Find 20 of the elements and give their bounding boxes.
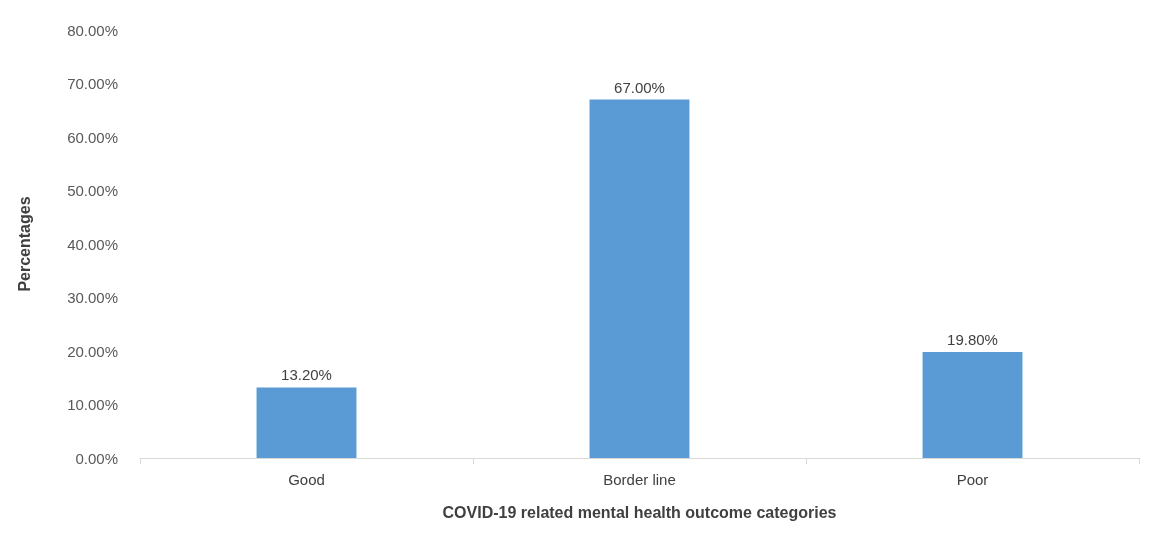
data-label: 67.00% [614,78,665,96]
x-tick-label: Border line [603,471,676,488]
x-tick-label: Poor [956,471,989,488]
y-tick-label: 70.00% [67,75,118,92]
y-tick-label: 0.00% [75,449,118,467]
bar [589,99,690,458]
y-tick-label: 50.00% [67,182,118,199]
x-axis-title: COVID-19 related mental health outcome categories [442,503,837,521]
y-tick-label: 10.00% [67,396,118,413]
x-tick-label: Good [288,471,325,488]
y-tick-label: 20.00% [67,342,118,360]
y-axis-title: Percentages [15,196,33,292]
data-label: 19.80% [947,331,998,349]
y-tick-label: 40.00% [67,235,118,253]
y-tick-label: 60.00% [67,128,118,146]
bar [256,387,357,458]
data-label: 13.20% [281,366,332,384]
y-tick-label: 80.00% [67,21,118,39]
bar [922,352,1023,458]
y-tick-label: 30.00% [67,289,118,306]
